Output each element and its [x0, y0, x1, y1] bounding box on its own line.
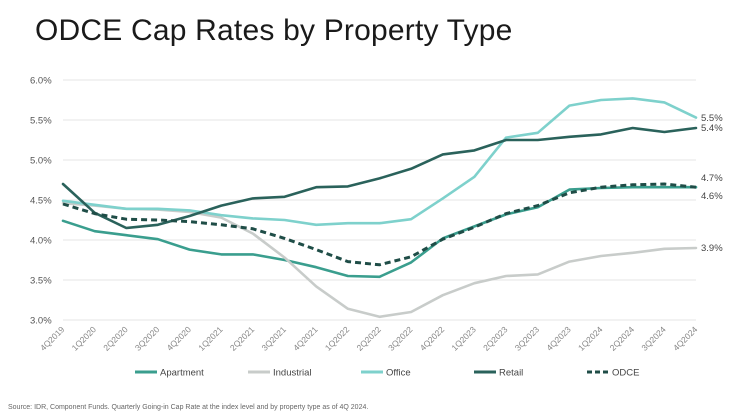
legend-label-retail: Retail	[499, 368, 523, 379]
y-tick-label: 5.0%	[30, 156, 52, 167]
y-tick-label: 4.0%	[30, 236, 52, 247]
x-tick-label: 2Q2024	[608, 324, 637, 353]
x-tick-label: 4Q2020	[165, 324, 194, 353]
x-tick-label: 4Q2023	[544, 324, 573, 353]
end-value-label: 4.6%	[701, 191, 723, 202]
y-tick-label: 6.0%	[30, 76, 52, 87]
x-tick-label: 1Q2022	[323, 324, 352, 353]
series-line-industrial	[61, 201, 698, 319]
y-tick-label: 3.0%	[30, 316, 52, 327]
x-tick-label: 2Q2022	[354, 324, 383, 353]
x-tick-label: 1Q2020	[70, 324, 99, 353]
series-line-retail	[61, 126, 698, 230]
x-tick-label: 2Q2021	[228, 324, 257, 353]
series-lines	[61, 97, 698, 319]
x-tick-label: 1Q2021	[196, 324, 225, 353]
source-note: Source: IDR, Component Funds. Quarterly …	[8, 404, 369, 411]
legend-label-odce: ODCE	[612, 368, 639, 379]
x-tick-label: 3Q2024	[639, 324, 668, 353]
end-value-label: 4.7%	[701, 173, 723, 184]
x-tick-label: 4Q2021	[291, 324, 320, 353]
end-value-label: 5.4%	[701, 123, 723, 134]
end-value-label: 5.5%	[701, 113, 723, 124]
x-tick-label: 1Q2023	[449, 324, 478, 353]
x-tick-label: 4Q2019	[38, 324, 67, 353]
x-tick-label: 4Q2022	[418, 324, 447, 353]
chart-title: ODCE Cap Rates by Property Type	[35, 14, 513, 47]
x-tick-label: 3Q2023	[513, 324, 542, 353]
x-tick-label: 4Q2024	[671, 324, 700, 353]
y-axis-ticks: 3.0% 3.5% 4.0% 4.5% 5.0% 5.5% 6.0%	[30, 76, 52, 327]
x-tick-label: 1Q2024	[576, 324, 605, 353]
grid-lines	[63, 79, 696, 321]
x-axis-ticks: 4Q2019 1Q2020 2Q2020 3Q2020 4Q2020 1Q2021 2Q20…	[38, 324, 700, 353]
legend: Apartment Industrial Office Retail ODCE	[135, 368, 639, 379]
legend-label-apartment: Apartment	[160, 368, 204, 379]
series-line-odce	[62, 182, 697, 267]
x-tick-label: 3Q2022	[386, 324, 415, 353]
end-value-label: 3.9%	[701, 243, 723, 254]
end-labels: 5.5%5.4% 4.7% 4.6% 3.9%	[701, 113, 723, 254]
y-tick-label: 5.5%	[30, 116, 52, 127]
x-tick-label: 2Q2023	[481, 324, 510, 353]
legend-label-industrial: Industrial	[273, 368, 312, 379]
series-line-office	[61, 97, 698, 227]
x-tick-label: 2Q2020	[101, 324, 130, 353]
y-tick-label: 3.5%	[30, 276, 52, 287]
x-tick-label: 3Q2020	[133, 324, 162, 353]
y-tick-label: 4.5%	[30, 196, 52, 207]
x-tick-label: 3Q2021	[260, 324, 289, 353]
legend-label-office: Office	[386, 368, 411, 379]
